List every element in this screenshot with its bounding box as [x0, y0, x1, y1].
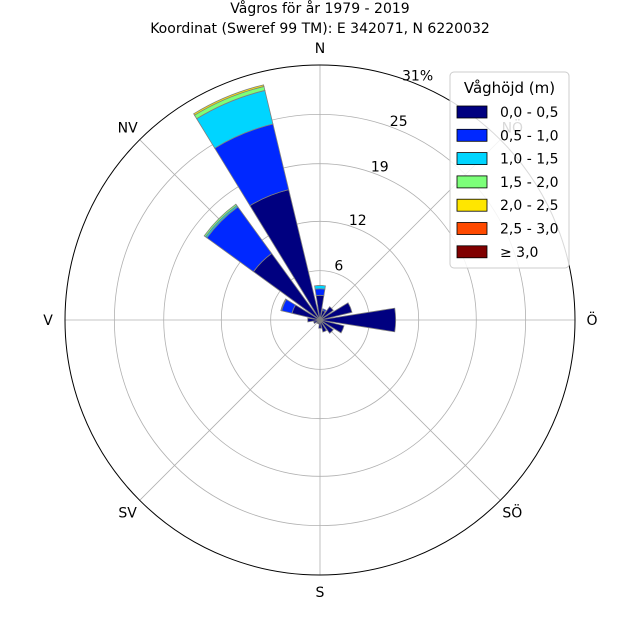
bar-N-bin-1	[314, 288, 326, 297]
compass-label-5: SV	[118, 505, 137, 521]
legend-swatch-0	[456, 105, 488, 119]
chart-title: Vågros för år 1979 - 2019	[230, 0, 409, 17]
bar-V-bin-0	[307, 317, 321, 323]
compass-label-2: Ö	[586, 311, 597, 329]
legend-swatch-6	[456, 245, 488, 259]
legend-label-1: 0,5 - 1,0	[500, 128, 558, 144]
bar-SÖ-bin-0	[319, 319, 334, 334]
bar-VNV-bin-2	[280, 298, 287, 312]
bar-VSV-bin-0	[313, 319, 321, 324]
compass-label-3: SÖ	[502, 503, 522, 521]
r-tick-label-2: 19	[371, 160, 389, 176]
legend-label-4: 2,0 - 2,5	[500, 198, 558, 214]
chart-subtitle: Koordinat (Sweref 99 TM): E 342071, N 62…	[150, 21, 490, 37]
radial-tick-labels: 6 12 19 25 31%	[334, 68, 433, 274]
legend-swatch-2	[456, 152, 488, 166]
bar-SSÖ-bin-0	[319, 319, 327, 333]
grid-spoke-3	[319, 319, 501, 501]
compass-label-0: N	[315, 41, 325, 57]
legend: Våghöjd (m) 0,0 - 0,5 0,5 - 1,0 1,0 - 1,5 1,…	[449, 71, 570, 269]
bar-S-bin-0	[318, 319, 322, 329]
legend-label-6: ≥ 3,0	[500, 245, 538, 261]
legend-swatch-5	[456, 222, 488, 235]
outer-circle	[64, 64, 576, 576]
compass-label-7: NV	[118, 121, 138, 137]
bar-NÖ-bin-0	[319, 306, 334, 321]
bar-Ö-bin-0	[319, 307, 397, 333]
bar-ÖSÖ-bin-0	[319, 319, 345, 334]
compass-label-4: S	[316, 585, 325, 601]
bar-NNÖ-bin-1	[321, 308, 327, 313]
r-tick-label-4: 31%	[402, 68, 433, 84]
legend-label-2: 1,0 - 1,5	[500, 152, 558, 168]
r-tick-label-0: 6	[334, 258, 343, 274]
r-tick-label-3: 25	[390, 114, 408, 130]
r-tick-label-1: 12	[349, 213, 367, 229]
legend-swatch-1	[456, 128, 488, 142]
grid-spoke-5	[139, 319, 321, 501]
bar-NV-bin-3	[203, 203, 238, 238]
bar-ÖNÖ-bin-0	[319, 302, 353, 321]
legend-box	[449, 71, 570, 269]
bar-NNV-bin-4	[193, 84, 265, 116]
legend-swatch-4	[456, 198, 488, 212]
bar-N-bin-2	[314, 285, 326, 290]
legend-title: Våghöjd (m)	[464, 79, 555, 97]
legend-label-0: 0,0 - 0,5	[500, 105, 558, 121]
rose-bars	[193, 84, 397, 334]
legend-swatch-3	[456, 175, 488, 189]
legend-label-3: 1,5 - 2,0	[500, 175, 558, 191]
legend-label-5: 2,5 - 3,0	[500, 222, 558, 238]
compass-label-6: V	[43, 313, 53, 329]
